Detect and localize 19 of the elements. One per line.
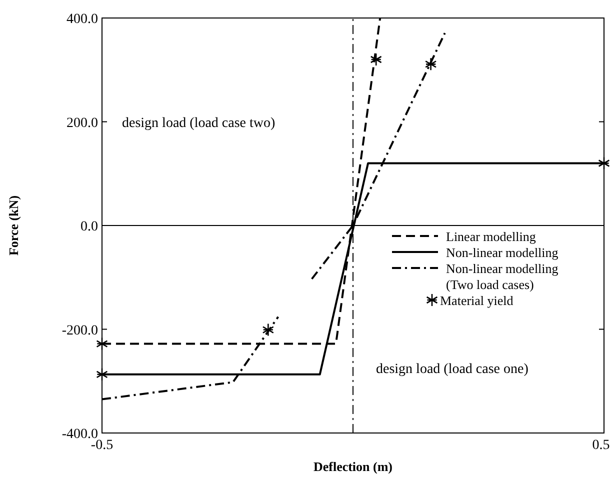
legend-label: Non-linear modelling (Two load cases) bbox=[446, 261, 559, 292]
point bbox=[96, 368, 108, 382]
point bbox=[262, 323, 274, 336]
point bbox=[96, 337, 108, 350]
point bbox=[424, 58, 437, 71]
x-tick-label: 0.5 bbox=[592, 438, 610, 453]
y-tick-label: 0.0 bbox=[80, 220, 98, 234]
y-tick-label: 400.0 bbox=[66, 12, 98, 27]
legend-label: Material yield bbox=[440, 293, 514, 308]
y-axis-title: Force (kN) bbox=[6, 195, 21, 256]
point bbox=[370, 52, 382, 66]
annotation: design load (load case two) bbox=[122, 116, 276, 131]
annotation: design load (load case one) bbox=[376, 362, 529, 377]
x-axis-title: Deflection (m) bbox=[313, 459, 393, 474]
y-tick-label: 200.0 bbox=[66, 116, 98, 131]
point bbox=[598, 156, 610, 170]
legend-label: Non-linear modelling bbox=[446, 245, 559, 260]
y-tick-label: -200.0 bbox=[62, 323, 98, 338]
legend-label: Linear modelling bbox=[446, 229, 536, 244]
